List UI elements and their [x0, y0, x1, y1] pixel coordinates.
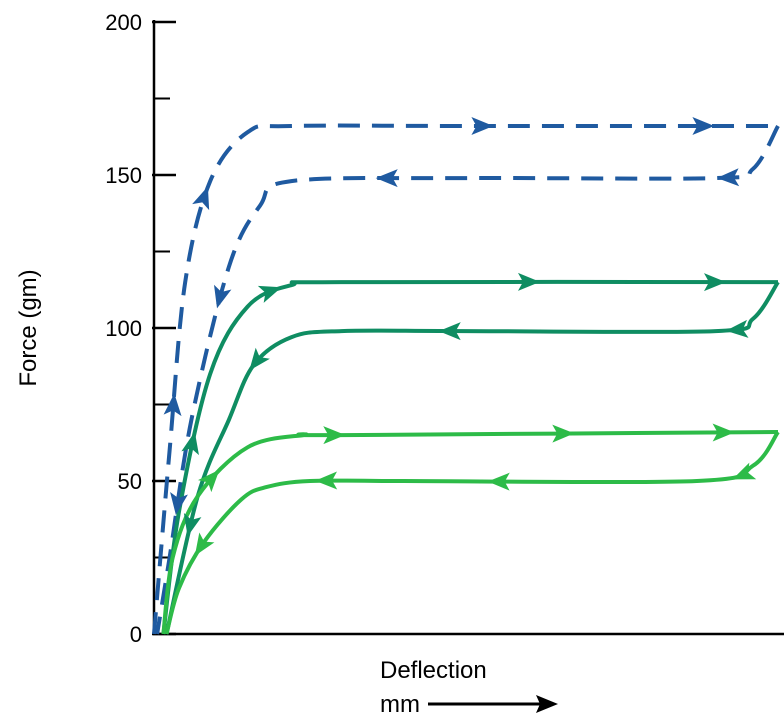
y-tick-label: 150 — [105, 163, 142, 188]
series-2-unloading-arrow — [438, 322, 461, 341]
series-3-loading-curve — [161, 430, 779, 635]
series-1-loading-curve — [152, 123, 778, 635]
x-axis-title: Deflection — [380, 657, 487, 684]
y-tick-label: 0 — [130, 622, 142, 647]
series-3-loading-arrow — [552, 424, 575, 443]
y-axis-title: Force (gm) — [15, 269, 42, 386]
series-2-loading-arrow — [704, 273, 726, 292]
series-1-unloading-arrow — [214, 284, 232, 309]
y-tick-label: 50 — [118, 469, 142, 494]
direction-arrows — [163, 117, 757, 556]
curves — [152, 123, 780, 635]
series-1-loading-arrow — [692, 117, 715, 135]
series-2-unloading-curve — [164, 280, 780, 635]
series-3-unloading-arrow — [487, 472, 510, 491]
series-2-unloading-arrow — [183, 512, 202, 537]
series-1-unloading-arrow — [170, 491, 188, 515]
series-3-loading-arrow — [197, 469, 220, 493]
series-3-loading-arrow — [323, 426, 346, 445]
series-3-unloading-curve — [164, 430, 780, 635]
series-1-unloading-curve — [155, 124, 780, 635]
x-direction-arrow — [428, 695, 558, 713]
series-1-unloading-arrow — [375, 169, 398, 188]
x-axis-unit: mm — [380, 691, 420, 718]
series-1-loading-arrow — [471, 117, 494, 135]
series-2-loading-arrow — [181, 431, 199, 456]
series-3-unloading-arrow — [732, 462, 757, 480]
series-1-loading-arrow — [163, 393, 182, 417]
series-2-unloading-arrow — [725, 319, 749, 338]
series-3-unloading-arrow — [315, 471, 338, 490]
series-2-loading-curve — [161, 279, 779, 635]
series-3-unloading-arrow — [194, 532, 215, 556]
y-tick-label: 100 — [105, 316, 142, 341]
series-1-loading-arrow — [192, 186, 210, 211]
series-2-unloading-arrow — [249, 347, 270, 371]
axes — [152, 20, 784, 636]
series-3-loading-arrow — [712, 423, 735, 442]
y-ticks: 0 50 100 150 200 — [105, 10, 176, 647]
series-1-unloading-arrow — [716, 168, 740, 187]
series-2-loading-arrow — [257, 285, 282, 303]
series-2-loading-arrow — [518, 272, 540, 291]
y-tick-label: 200 — [105, 10, 142, 35]
